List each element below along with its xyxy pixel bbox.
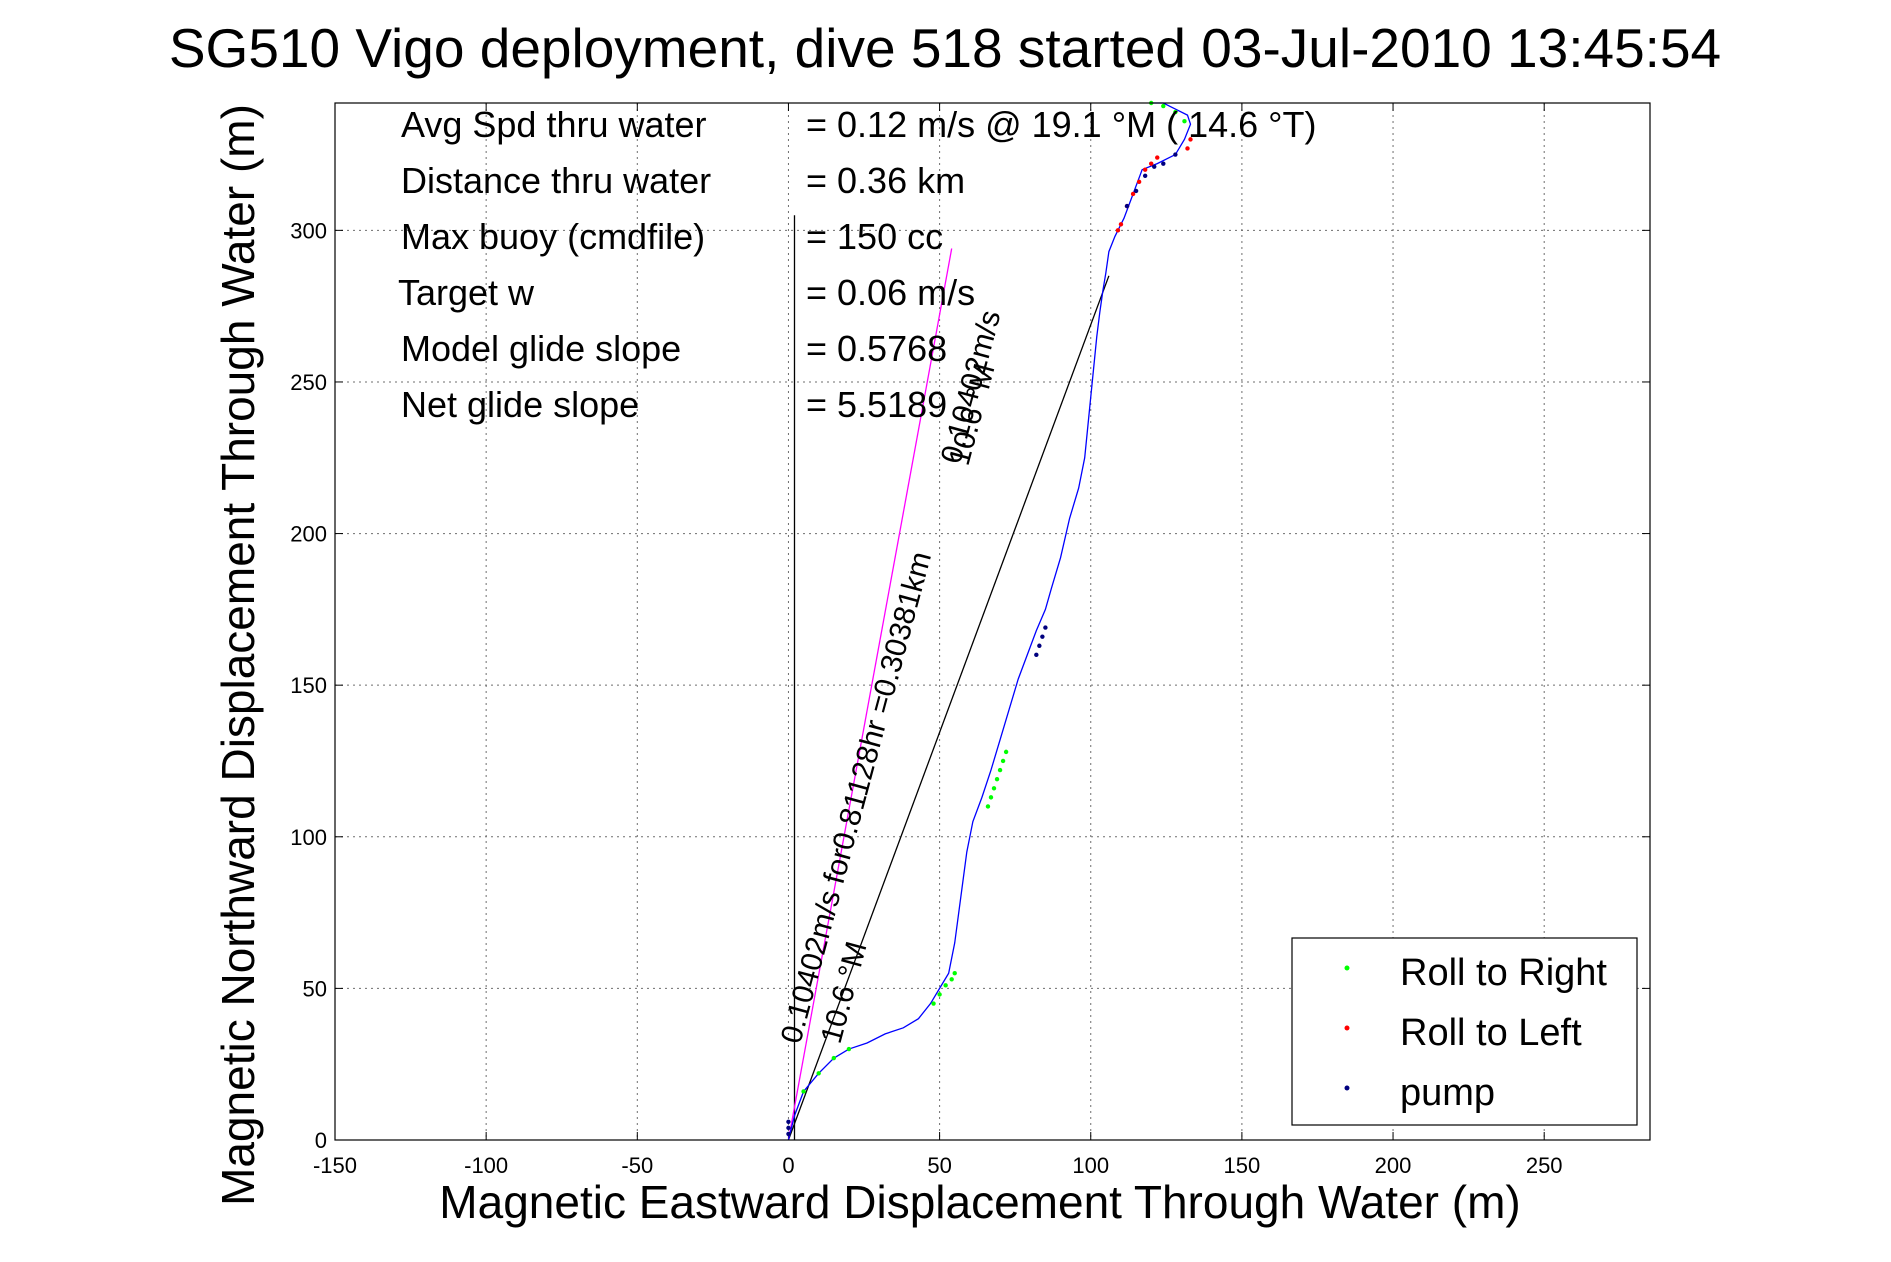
chart-title: SG510 Vigo deployment, dive 518 started … bbox=[169, 17, 1721, 79]
pump-point bbox=[1124, 203, 1130, 209]
roll-to-left-point bbox=[1118, 222, 1124, 227]
roll-to-right-point bbox=[1161, 103, 1166, 109]
legend-label: Roll to Left bbox=[1400, 1012, 1582, 1054]
y-tick-label: 300 bbox=[290, 218, 327, 243]
x-tick-label: 100 bbox=[1072, 1153, 1109, 1178]
pump-point bbox=[1161, 161, 1166, 166]
y-tick-label: 0 bbox=[315, 1128, 327, 1153]
x-tick-label: 0 bbox=[782, 1153, 794, 1178]
roll-to-right-point bbox=[846, 1046, 852, 1052]
roll-to-right-point bbox=[997, 767, 1003, 773]
roll-to-right-point bbox=[988, 795, 994, 800]
roll-to-left-point bbox=[1188, 137, 1193, 142]
plot-frame bbox=[334, 102, 1651, 1141]
roll-to-right-point bbox=[952, 971, 957, 976]
legend: Roll to Right Roll to Left pump bbox=[1291, 937, 1638, 1126]
roll-to-right-point bbox=[1003, 749, 1009, 755]
axis-ticks: -150 -100 -50 0 50 100 150 200 250 0 50 100 150 200 25… bbox=[290, 103, 1650, 1178]
roll-to-right-point bbox=[949, 977, 954, 982]
net-displacement-line bbox=[787, 275, 1110, 1141]
roll-to-left-point bbox=[1142, 167, 1148, 172]
roll-to-right-point bbox=[1182, 118, 1187, 124]
info-label: Target w bbox=[398, 272, 535, 313]
y-axis-label: Magnetic Northward Displacement Through … bbox=[212, 104, 264, 1206]
roll-to-right-point bbox=[1173, 109, 1178, 115]
roll-to-left-point bbox=[1136, 179, 1142, 185]
pump-point bbox=[1133, 188, 1139, 194]
legend-box bbox=[1291, 937, 1638, 1126]
roll-to-right-point bbox=[816, 1071, 821, 1076]
roll-to-right-point bbox=[1000, 758, 1006, 764]
y-tick-label: 250 bbox=[290, 370, 327, 395]
pump-point bbox=[1037, 643, 1042, 648]
info-label: Distance thru water bbox=[401, 160, 711, 201]
pump-point bbox=[1043, 625, 1048, 630]
roll-to-right-point bbox=[831, 1055, 836, 1061]
legend-marker bbox=[1344, 1085, 1350, 1091]
roll-to-left-point bbox=[1130, 191, 1136, 197]
pump-point bbox=[786, 1125, 791, 1131]
x-tick-label: 50 bbox=[927, 1153, 951, 1178]
info-label: Avg Spd thru water bbox=[401, 104, 707, 145]
roll-to-right-point bbox=[931, 1001, 936, 1006]
pump-point bbox=[1152, 164, 1157, 169]
y-tick-label: 50 bbox=[303, 976, 327, 1001]
pump-point bbox=[1142, 173, 1148, 178]
x-tick-label: 150 bbox=[1224, 1153, 1261, 1178]
info-value: = 0.06 m/s bbox=[806, 272, 975, 313]
roll-to-left-point bbox=[1149, 161, 1154, 166]
info-value: = 150 cc bbox=[806, 216, 943, 257]
legend-marker bbox=[1344, 1025, 1350, 1031]
roll-to-left-point bbox=[1155, 155, 1160, 160]
x-tick-label: -50 bbox=[621, 1153, 653, 1178]
roll-to-right-point bbox=[801, 1089, 806, 1094]
y-tick-label: 150 bbox=[290, 673, 327, 698]
dive-info-text: Avg Spd thru water = 0.12 m/s @ 19.1 °M (… bbox=[398, 104, 1317, 425]
pump-point bbox=[1173, 152, 1178, 157]
reference-lines bbox=[787, 215, 1110, 1141]
roll-to-right-point bbox=[937, 992, 942, 997]
pump-point bbox=[1040, 634, 1045, 639]
x-tick-label: 200 bbox=[1375, 1153, 1412, 1178]
roll-to-right-point bbox=[985, 804, 991, 809]
roll-to-right-point bbox=[994, 776, 1000, 782]
info-value: = 0.5768 bbox=[806, 328, 947, 369]
roll-to-left-point bbox=[1115, 228, 1121, 233]
roll-to-left-point bbox=[1185, 146, 1190, 151]
y-tick-label: 100 bbox=[290, 825, 327, 850]
pump-point bbox=[786, 1131, 791, 1137]
track-line bbox=[787, 102, 1192, 1141]
x-tick-label: 250 bbox=[1526, 1153, 1563, 1178]
x-tick-label: -150 bbox=[313, 1153, 357, 1178]
x-axis-label: Magnetic Eastward Displacement Through W… bbox=[439, 1176, 1520, 1228]
legend-label: pump bbox=[1400, 1072, 1495, 1114]
data-series bbox=[786, 100, 1193, 1141]
x-tick-label: -100 bbox=[464, 1153, 508, 1178]
info-value: = 5.5189 bbox=[806, 384, 947, 425]
pump-point bbox=[1034, 652, 1039, 658]
legend-marker bbox=[1344, 965, 1350, 971]
roll-to-right-point bbox=[991, 786, 997, 791]
info-label: Net glide slope bbox=[401, 384, 639, 425]
y-tick-label: 200 bbox=[290, 522, 327, 547]
current-line bbox=[787, 248, 953, 1141]
pump-point bbox=[786, 1119, 791, 1125]
info-value: = 0.36 km bbox=[806, 160, 965, 201]
info-label: Model glide slope bbox=[401, 328, 681, 369]
info-label: Max buoy (cmdfile) bbox=[401, 216, 705, 257]
legend-label: Roll to Right bbox=[1400, 952, 1607, 994]
info-value: = 0.12 m/s @ 19.1 °M ( 14.6 °T) bbox=[806, 104, 1317, 145]
roll-to-right-point bbox=[943, 983, 948, 988]
